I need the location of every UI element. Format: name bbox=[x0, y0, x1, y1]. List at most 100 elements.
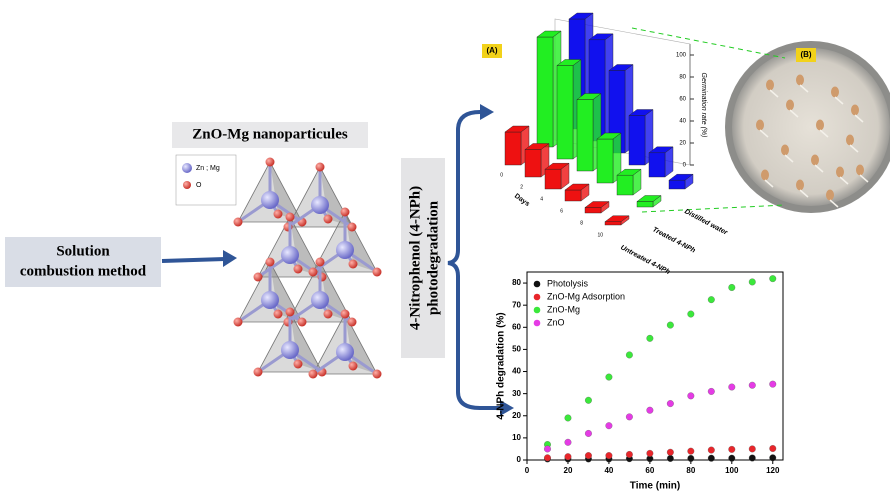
point bbox=[667, 455, 674, 462]
y-tick-label: 100 bbox=[676, 53, 687, 59]
seed bbox=[811, 155, 819, 166]
bar bbox=[565, 190, 581, 201]
bar bbox=[637, 202, 653, 208]
y-tick-label: 80 bbox=[512, 278, 521, 287]
oxygen bbox=[266, 158, 275, 167]
series-label: Distilled water bbox=[683, 208, 729, 237]
oxygen bbox=[309, 268, 318, 277]
oxygen bbox=[294, 360, 303, 369]
oxygen bbox=[298, 318, 307, 327]
y-tick-label: 10 bbox=[512, 433, 521, 442]
x-tick-label: 0 bbox=[500, 172, 503, 178]
y-tick-label: 40 bbox=[512, 367, 521, 376]
y-tick-label: 0 bbox=[517, 455, 522, 464]
metal bbox=[261, 291, 279, 309]
oxygen bbox=[349, 362, 358, 371]
point bbox=[585, 452, 592, 459]
series-label: Untreated 4-NPh bbox=[619, 244, 671, 276]
legend-text: ZnO-Mg bbox=[547, 304, 580, 314]
oxygen bbox=[266, 258, 275, 267]
oxygen bbox=[324, 215, 333, 224]
y-tick-label: 70 bbox=[512, 300, 521, 309]
legend-marker bbox=[534, 320, 541, 327]
series-label: Treated 4-NPh bbox=[651, 226, 696, 254]
point bbox=[544, 454, 551, 461]
oxygen bbox=[341, 208, 350, 217]
point bbox=[606, 374, 613, 381]
point bbox=[749, 446, 756, 453]
y-tick-label: 20 bbox=[679, 141, 686, 147]
point bbox=[708, 447, 715, 454]
oxygen bbox=[286, 213, 295, 222]
point bbox=[585, 397, 592, 404]
legend-marker bbox=[534, 294, 541, 301]
seed bbox=[836, 167, 844, 178]
legend-ball bbox=[183, 181, 191, 189]
point bbox=[769, 381, 776, 388]
oxygen bbox=[254, 273, 263, 282]
seed bbox=[756, 120, 764, 131]
bar bbox=[605, 222, 621, 225]
point bbox=[729, 284, 736, 291]
oxygen bbox=[234, 218, 243, 227]
point bbox=[769, 275, 776, 282]
legend-ball bbox=[182, 163, 192, 173]
point bbox=[729, 384, 736, 391]
seed bbox=[816, 120, 824, 131]
process-text: 4-Nitrophenol (4-NPh) bbox=[407, 186, 423, 330]
point bbox=[626, 451, 633, 458]
bar bbox=[525, 150, 541, 178]
y-tick-label: 0 bbox=[683, 163, 687, 169]
point bbox=[565, 415, 572, 422]
seed bbox=[826, 190, 834, 201]
point bbox=[626, 414, 633, 421]
crystal-structure bbox=[234, 158, 382, 379]
metal bbox=[311, 291, 329, 309]
point bbox=[769, 445, 776, 452]
x-tick-label: 40 bbox=[604, 466, 613, 475]
bar bbox=[669, 180, 685, 189]
arrow-head bbox=[480, 104, 494, 120]
x-tick-label: 6 bbox=[560, 208, 563, 214]
point bbox=[708, 455, 715, 462]
legend-text: Zn ; Mg bbox=[196, 165, 220, 172]
point bbox=[667, 400, 674, 407]
bar bbox=[629, 116, 645, 166]
method-text: Solution bbox=[56, 243, 110, 259]
seed bbox=[766, 80, 774, 91]
method-text: combustion method bbox=[20, 263, 147, 279]
oxygen bbox=[274, 310, 283, 319]
metal bbox=[336, 241, 354, 259]
seed bbox=[856, 165, 864, 176]
y-tick-label: 30 bbox=[512, 389, 521, 398]
x-tick-label: 4 bbox=[540, 196, 543, 202]
point bbox=[544, 446, 551, 453]
brace bbox=[448, 112, 480, 408]
legend-text: ZnO-Mg Adsorption bbox=[547, 291, 625, 301]
seed bbox=[761, 170, 769, 181]
bar bbox=[585, 208, 601, 214]
y-axis-label: Germination rate (%) bbox=[700, 73, 707, 138]
bar bbox=[505, 132, 521, 165]
seed bbox=[781, 145, 789, 156]
metal bbox=[311, 196, 329, 214]
legend-text: O bbox=[196, 182, 202, 189]
seed bbox=[851, 105, 859, 116]
seed bbox=[846, 135, 854, 146]
y-tick-label: 20 bbox=[512, 411, 521, 420]
seed bbox=[796, 180, 804, 191]
x-tick-label: 60 bbox=[645, 466, 654, 475]
seed bbox=[831, 87, 839, 98]
zoom-line bbox=[642, 205, 785, 212]
metal bbox=[281, 341, 299, 359]
oxygen bbox=[294, 265, 303, 274]
point bbox=[606, 452, 613, 459]
y-tick-label: 40 bbox=[679, 119, 686, 125]
process-text: photodegradation bbox=[425, 200, 441, 315]
point bbox=[729, 455, 736, 462]
point bbox=[647, 335, 654, 342]
point bbox=[565, 453, 572, 460]
y-tick-label: 60 bbox=[679, 97, 686, 103]
bar bbox=[557, 66, 573, 160]
x-axis-label: Days bbox=[513, 193, 531, 208]
